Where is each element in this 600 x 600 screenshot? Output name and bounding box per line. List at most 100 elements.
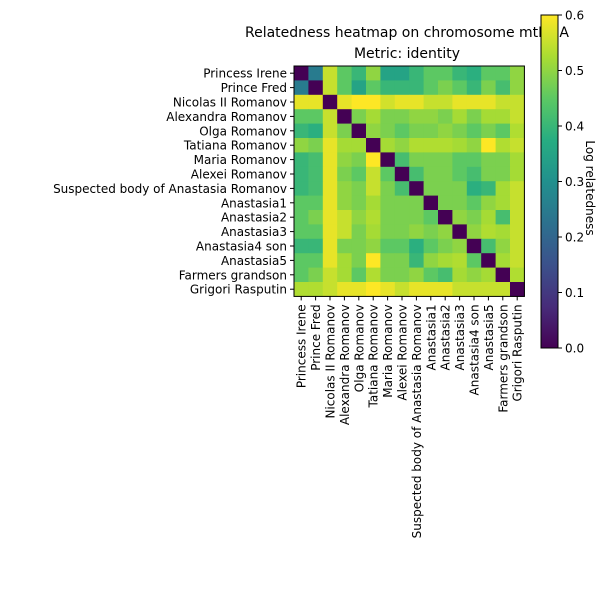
heatmap-cell [409, 166, 424, 182]
heatmap-cell [438, 109, 453, 124]
heatmap-cell [495, 195, 511, 211]
y-tick-label: Maria Romanov [194, 153, 287, 167]
heatmap-cell [495, 238, 511, 254]
heatmap-cell [294, 267, 309, 283]
heatmap-cell [510, 138, 525, 153]
heatmap-cell [466, 224, 482, 240]
heatmap-cell [423, 238, 439, 254]
heatmap-cell [438, 282, 453, 297]
colorbar-tick-label: 0.0 [565, 342, 584, 356]
heatmap-cell [394, 195, 410, 211]
heatmap-cell [510, 123, 525, 139]
heatmap-cell [495, 152, 511, 168]
heatmap-cell [380, 238, 396, 254]
heatmap-cell [394, 267, 410, 283]
heatmap-cell [481, 195, 496, 211]
heatmap-cell [409, 224, 424, 240]
heatmap-cell [351, 152, 367, 168]
heatmap-cell [409, 282, 424, 297]
heatmap-cell [366, 94, 381, 110]
heatmap-cell [452, 152, 468, 168]
heatmap-cell [366, 123, 381, 139]
heatmap-cell [308, 109, 324, 124]
heatmap-cell [452, 238, 468, 254]
x-tick-labels: Princess Irene Prince Fred Nicolas II Roma… [295, 296, 525, 538]
heatmap-cell [409, 66, 424, 81]
heatmap-cell [322, 238, 338, 254]
heatmap-cell [495, 253, 511, 268]
heatmap-cell [423, 152, 439, 168]
heatmap-cell [495, 282, 511, 297]
heatmap-cell [308, 80, 324, 96]
heatmap-cell [510, 195, 525, 211]
x-tick-label: Olga Romanov [352, 304, 366, 392]
chart-subtitle: Metric: identity [354, 46, 460, 62]
chart-title: Relatedness heatmap on chromosome mtDNA [245, 25, 569, 41]
heatmap-cell [322, 152, 338, 168]
heatmap-cell [308, 94, 324, 110]
heatmap-cell [409, 181, 424, 196]
x-tick-label: Nicolas II Romanov [324, 304, 338, 418]
heatmap-cell [495, 66, 511, 81]
heatmap-cell [510, 181, 525, 196]
heatmap-cell [481, 66, 496, 81]
colorbar-tick-label: 0.1 [565, 286, 584, 300]
heatmap-cell [337, 267, 352, 283]
heatmap-cell [322, 166, 338, 182]
heatmap-cell [466, 66, 482, 81]
colorbar: 0.0 0.1 0.2 0.3 0.4 0.5 0.6 Log relatedness [540, 9, 597, 356]
heatmap-cell [380, 181, 396, 196]
y-tick-label: Anastasia1 [221, 196, 287, 210]
heatmap-cell [409, 195, 424, 211]
heatmap-cell [409, 123, 424, 139]
heatmap-cell [423, 166, 439, 182]
heatmap-cell [294, 253, 309, 268]
x-tick-label: Princess Irene [295, 304, 309, 388]
heatmap-cell [495, 224, 511, 240]
heatmap-cell [466, 282, 482, 297]
y-tick-label: Nicolas II Romanov [173, 96, 287, 110]
heatmap-cell [394, 181, 410, 196]
heatmap-cell [322, 253, 338, 268]
heatmap-cell [294, 80, 309, 96]
heatmap-cell [380, 210, 396, 225]
heatmap-cell [409, 152, 424, 168]
plot-frame [293, 65, 525, 297]
heatmap-cell [423, 253, 439, 268]
heatmap-cell [380, 80, 396, 96]
heatmap-cell [337, 282, 352, 297]
heatmap-cell [322, 224, 338, 240]
heatmap-cell [394, 224, 410, 240]
heatmap-cell [423, 224, 439, 240]
heatmap-cell [394, 166, 410, 182]
heatmap-cell [322, 123, 338, 139]
heatmap-cell [466, 138, 482, 153]
heatmap-cell [322, 210, 338, 225]
heatmap-cell [495, 138, 511, 153]
y-tick-label: Prince Fred [221, 81, 287, 95]
heatmap-cell [351, 109, 367, 124]
heatmap-cell [481, 181, 496, 196]
heatmap-cell [351, 267, 367, 283]
heatmap-cell [452, 109, 468, 124]
heatmap-cell [322, 282, 338, 297]
heatmap-cell [510, 109, 525, 124]
heatmap-cell [294, 238, 309, 254]
heatmap-cell [510, 238, 525, 254]
heatmap-cell [481, 166, 496, 182]
colorbar-tick-label: 0.6 [565, 9, 584, 23]
heatmap-cell [438, 224, 453, 240]
heatmap-cell [423, 123, 439, 139]
heatmap-cell [351, 66, 367, 81]
x-tick-label: Suspected body of Anastasia Romanov [410, 304, 424, 538]
heatmap-cell [409, 138, 424, 153]
colorbar-gradient [541, 15, 558, 348]
heatmap-cell [423, 109, 439, 124]
heatmap-cell [308, 210, 324, 225]
heatmap-cell [294, 224, 309, 240]
heatmap-cell [366, 66, 381, 81]
heatmap-cell [495, 181, 511, 196]
heatmap-cell [380, 123, 396, 139]
heatmap-cell [466, 253, 482, 268]
